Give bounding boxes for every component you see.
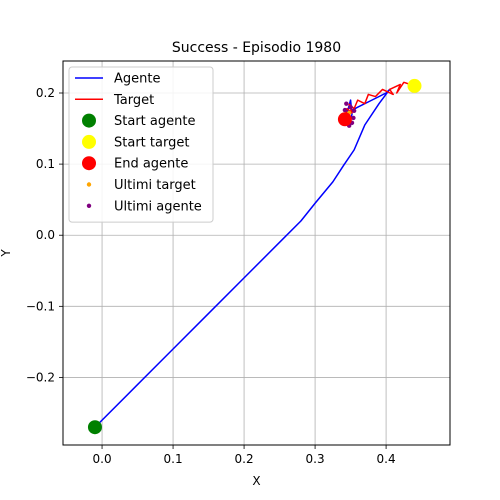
ultimi-agente-point [348,105,353,110]
x-tick-label: 0.1 [164,452,183,466]
plot-area [87,78,422,435]
ultimi-agente-point [351,108,357,113]
x-tick-label: 0.3 [306,452,325,466]
agente-line [94,88,391,428]
y-tick-label: −0.1 [26,299,55,313]
ultimi-agente-point [344,101,349,106]
start-target-point [407,78,422,93]
legend-swatch [82,156,96,171]
ticks: 0.0 0.1 0.2 0.3 0.4 −0.2 −0.1 0.0 0.1 0.2 [26,86,396,466]
legend-label: Ultimi target [114,178,196,193]
start-agente-point [87,420,102,435]
legend-label: Agente [114,72,160,87]
x-tick-label: 0.2 [235,452,254,466]
y-tick-label: 0.2 [36,86,55,100]
x-axis-label: X [252,474,260,488]
x-tick-label: 0.4 [377,452,396,466]
legend-swatch [82,134,96,149]
legend-label: Start target [114,135,189,150]
y-tick-label: 0.1 [36,157,55,171]
legend-swatch [82,113,96,128]
legend-swatch [86,203,92,208]
ultimi-agente-point [351,115,356,121]
y-axis-label: Y [0,249,13,258]
legend: Agente Target Start agente Start target End … [68,66,214,223]
end-agente-point [337,112,352,127]
axes-frame [62,60,451,446]
legend-label: Target [113,93,154,108]
y-tick-label: −0.2 [26,370,55,384]
ultimi-agente-point [342,107,348,113]
y-tick-label: 0.0 [36,228,55,242]
x-tick-label: 0.0 [93,452,112,466]
legend-swatch [86,182,92,187]
legend-label: Start agente [114,114,195,129]
legend-label: Ultimi agente [114,199,202,214]
legend-box [68,66,214,223]
legend-label: End agente [114,157,188,172]
chart-title: Success - Episodio 1980 [172,40,341,56]
